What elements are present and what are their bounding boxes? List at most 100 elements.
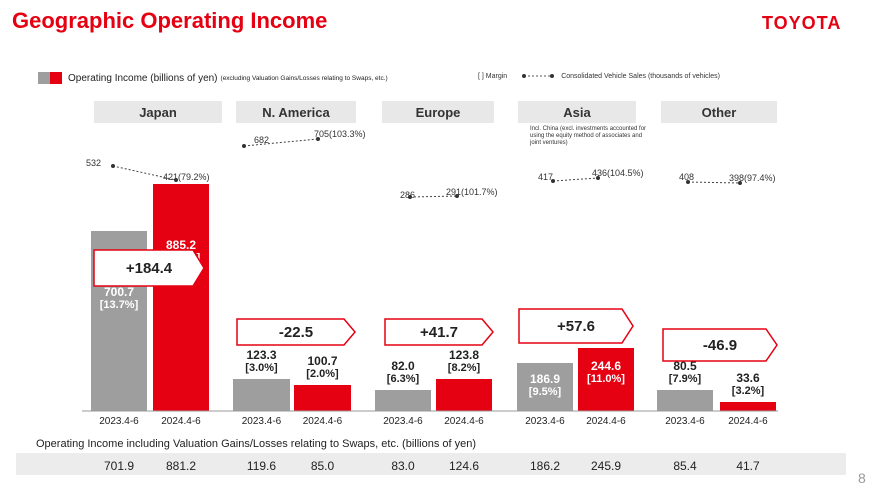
bar-margin: [13.7%] [99,298,139,311]
bar-value: 186.9 [529,371,561,386]
sales-current-japan: 421(79.2%) [163,172,210,182]
bar-n-america-current [294,385,351,411]
change-value: -46.9 [702,336,738,354]
bar-margin: [7.9%] [668,373,702,386]
sales-point-asia-current [596,176,600,180]
footer-value-n-america-prior: 119.6 [246,459,277,473]
region-header-asia: Asia [518,101,636,123]
x-tick-n-america-current: 2024.4-6 [302,416,343,427]
bar-value: 244.6 [590,359,622,374]
bar-value: 33.6 [736,371,760,386]
legend-prior-swatch [38,72,50,84]
bar-margin: [8.2%] [447,362,481,375]
sales-point-japan-current [174,178,178,182]
change-arrow-japan: +184.4 [93,249,205,287]
footer-value-europe-current: 124.6 [448,459,480,473]
footer-value-asia-current: 245.9 [590,459,622,473]
sales-point-europe-current [455,194,459,198]
footer-value-asia-prior: 186.2 [529,459,561,473]
bar-label-other-current: 33.6 [3.2%] [720,372,776,398]
footer-band [16,453,846,475]
bar-asia-current [578,348,634,411]
bar-label-n-america-prior: 123.3 [3.0%] [233,349,290,375]
region-header-japan: Japan [94,101,222,123]
legend-sales-label: Consolidated Vehicle Sales (thousands of… [561,72,720,80]
page-title: Geographic Operating Income [12,8,328,33]
x-tick-other-prior: 2023.4-6 [665,416,705,427]
sales-point-asia-prior [551,179,555,183]
sales-current-asia: 436(104.5%) [592,168,644,178]
legend-note: (excluding Valuation Gains/Losses relati… [220,74,388,82]
sales-current-other: 398(97.4%) [729,173,776,183]
sales-point-n-america-current [316,137,320,141]
dotted-line-icon [522,74,555,78]
change-value: -22.5 [278,323,314,341]
bar-label-asia-current: 244.6 [11.0%] [578,360,634,386]
bar-margin: [3.0%] [245,362,278,375]
bar-label-japan-prior: 700.7 [13.7%] [91,284,147,312]
footer-value-japan-prior: 701.9 [103,459,135,473]
sales-point-n-america-prior [242,144,246,148]
sales-point-other-current [738,181,742,185]
change-value: +57.6 [557,317,595,335]
sales-prior-n-america: 682 [254,135,270,145]
bar-value: 100.7 [307,354,338,369]
bar-label-europe-prior: 82.0 [6.3%] [375,358,431,386]
x-tick-europe-current: 2024.4-6 [444,416,484,427]
x-tick-n-america-prior: 2023.4-6 [241,416,282,427]
bar-other-prior [657,390,713,411]
x-tick-asia-current: 2024.4-6 [586,416,626,427]
sales-prior-japan: 532 [86,158,102,168]
region-header-other: Other [661,101,777,123]
change-arrow-europe: +41.7 [384,318,494,346]
sales-point-europe-prior [408,195,412,199]
x-tick-japan-prior: 2023.4-6 [99,416,139,427]
sales-line-n-america [243,138,319,147]
footer-value-n-america-current: 85.0 [310,459,335,473]
bar-label-asia-prior: 186.9 [9.5%] [517,371,573,399]
page-number: 8 [858,470,866,486]
bar-label-n-america-current: 100.7 [2.0%] [294,355,351,381]
asia-china-note: Incl. China (excl. investments accounted… [530,126,647,146]
bar-n-america-prior [233,379,290,411]
bar-value: 80.5 [673,359,697,374]
sales-line-japan [112,165,177,181]
sales-current-europe: 291(101.7%) [446,187,498,197]
x-tick-asia-prior: 2023.4-6 [525,416,565,427]
x-tick-other-current: 2024.4-6 [728,416,768,427]
bar-other-current [720,402,776,411]
legend-main-label: Operating Income (billions of yen) [68,72,218,84]
bar-label-other-prior: 80.5 [7.9%] [657,360,713,386]
bar-value: 123.3 [246,348,277,363]
legend: Operating Income (billions of yen) (excl… [38,72,388,84]
footer-value-other-current: 41.7 [736,459,760,473]
sales-prior-asia: 417 [538,172,554,182]
legend-current-swatch [50,72,62,84]
change-value: +184.4 [125,259,173,277]
bar-margin: [3.2%] [731,385,765,398]
sales-current-n-america: 705(103.3%) [314,129,366,139]
footer-value-other-prior: 85.4 [673,459,697,473]
sales-line-other [687,181,741,184]
change-arrow-n-america: -22.5 [236,318,356,346]
toyota-logo: TOYOTA [762,13,842,33]
sales-line-europe [409,195,458,198]
bar-japan-current [153,183,209,411]
bar-label-europe-current: 123.8 [8.2%] [436,349,492,375]
bar-value: 700.7 [103,284,135,299]
footer-title: Operating Income including Valuation Gai… [36,438,477,450]
legend-secondary: [ ] Margin Consolidated Vehicle Sales (t… [478,72,720,80]
bar-margin: [6.3%] [386,372,420,385]
legend-margin-label: [ ] Margin [478,72,508,80]
bar-europe-prior [375,389,431,411]
region-header-europe: Europe [382,101,494,123]
sales-point-other-prior [686,180,690,184]
sales-point-japan-prior [111,164,115,168]
bar-value: 82.0 [391,358,415,373]
bar-europe-current [436,379,492,411]
footer-value-europe-prior: 83.0 [391,459,415,473]
x-tick-europe-prior: 2023.4-6 [383,416,423,427]
bar-margin: [11.0%] [587,373,625,386]
sales-line-asia [552,177,599,182]
